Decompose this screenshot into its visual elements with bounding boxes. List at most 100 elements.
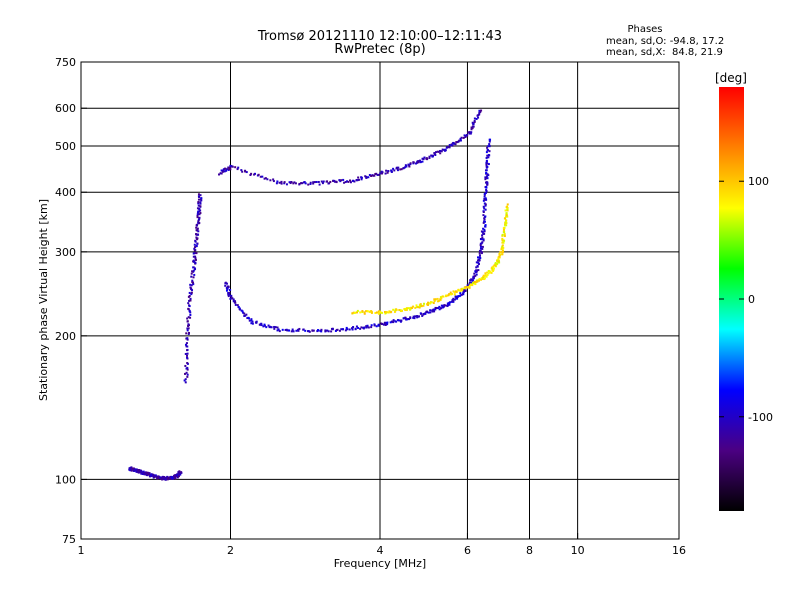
data-point [186, 320, 189, 323]
data-point [445, 146, 448, 149]
data-point [357, 178, 360, 181]
data-point [356, 309, 359, 312]
data-point [434, 299, 437, 302]
data-point [198, 222, 201, 225]
data-point [290, 180, 293, 183]
data-point [468, 132, 471, 135]
data-point [429, 311, 432, 314]
data-point [195, 252, 198, 255]
data-point [185, 332, 188, 335]
data-point [500, 247, 503, 250]
data-point [418, 306, 421, 309]
data-point [365, 325, 368, 328]
data-point [485, 190, 488, 193]
data-point [267, 324, 270, 327]
data-point [404, 307, 407, 310]
data-point [383, 322, 386, 325]
data-point [454, 143, 457, 146]
data-point [193, 273, 196, 276]
data-point [483, 220, 486, 223]
data-point [187, 302, 190, 305]
data-point [346, 180, 349, 183]
data-point [479, 245, 482, 248]
data-point [483, 195, 486, 198]
data-point [365, 176, 368, 179]
data-point [403, 166, 406, 169]
data-point [390, 170, 393, 173]
data-point [434, 151, 437, 154]
data-point [396, 169, 399, 172]
data-point [482, 221, 485, 224]
data-point [336, 328, 339, 331]
data-point [416, 315, 419, 318]
data-point [440, 150, 443, 153]
data-point [396, 319, 399, 322]
colorbar-tick-label: -100 [748, 411, 773, 424]
data-point [250, 172, 253, 175]
data-point [506, 203, 509, 206]
data-point [265, 326, 268, 329]
data-point [283, 181, 286, 184]
data-point [479, 249, 482, 252]
data-point [356, 311, 359, 314]
data-point [496, 259, 499, 262]
data-point [164, 478, 167, 481]
data-point [386, 323, 389, 326]
data-point [486, 273, 489, 276]
data-point [422, 313, 425, 316]
stats-title: Phases [627, 24, 662, 35]
data-point [484, 215, 487, 218]
data-point [353, 311, 356, 314]
data-point [421, 160, 424, 163]
data-point [231, 165, 234, 168]
data-point [140, 470, 143, 473]
data-point [449, 291, 452, 294]
data-point [222, 168, 225, 171]
data-point [304, 329, 307, 332]
data-point [340, 328, 343, 331]
data-point [472, 122, 475, 125]
data-point [195, 245, 198, 248]
data-point [399, 320, 402, 323]
data-point [188, 299, 191, 302]
data-point [192, 276, 195, 279]
data-point [498, 261, 501, 264]
data-point [400, 309, 403, 312]
data-point [458, 139, 461, 142]
data-point [480, 252, 483, 255]
stats-line-o: mean, sd,O: -94.8, 17.2 [606, 36, 724, 47]
data-point [475, 273, 478, 276]
data-point [220, 172, 223, 175]
data-point [186, 352, 189, 355]
data-point [482, 275, 485, 278]
data-point [447, 146, 450, 149]
data-point [441, 295, 444, 298]
data-point [312, 329, 315, 332]
data-point [380, 322, 383, 325]
data-point [250, 318, 253, 321]
data-point [298, 182, 301, 185]
data-point [386, 171, 389, 174]
data-point [504, 221, 507, 224]
data-point [198, 216, 201, 219]
data-point [422, 304, 425, 307]
data-point [484, 272, 487, 275]
data-point [129, 467, 132, 470]
data-point [374, 311, 377, 314]
data-point [389, 311, 392, 314]
data-point [465, 286, 468, 289]
data-point [485, 188, 488, 191]
data-point [238, 308, 241, 311]
data-point [404, 309, 407, 312]
data-point [324, 330, 327, 333]
data-point [485, 186, 488, 189]
data-point [399, 168, 402, 171]
data-point [377, 312, 380, 315]
data-point [312, 181, 315, 184]
data-point [425, 310, 428, 313]
data-point [245, 171, 248, 174]
data-point [187, 332, 190, 335]
data-point [226, 285, 229, 288]
data-point [504, 209, 507, 212]
data-point [452, 300, 455, 303]
